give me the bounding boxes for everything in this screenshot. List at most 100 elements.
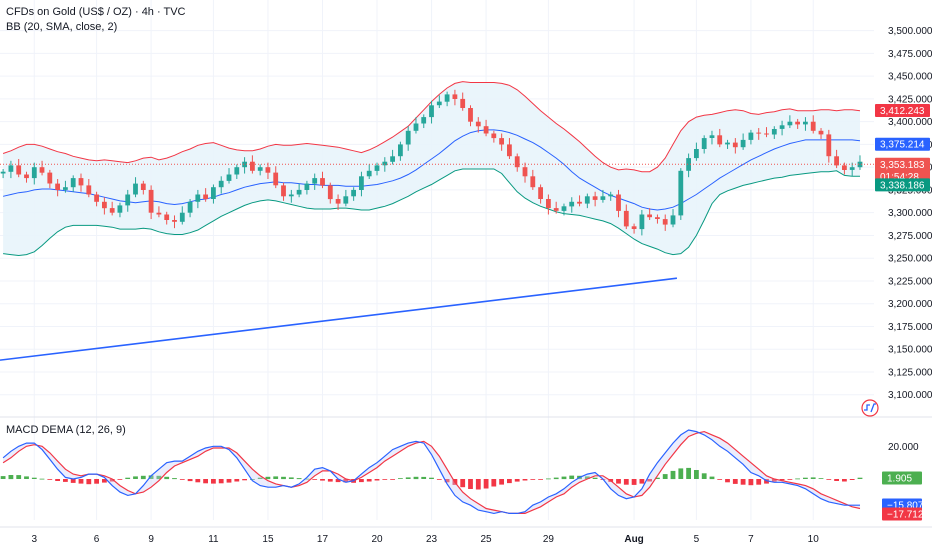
macd-histogram-bar — [662, 474, 668, 479]
macd-histogram-bar — [172, 478, 177, 480]
candle-body — [86, 185, 92, 195]
macd-histogram-bar — [725, 479, 730, 483]
macd-legend: MACD DEMA (12, 26, 9) — [6, 424, 126, 436]
candle-body — [561, 206, 567, 211]
macd-histogram-bar — [140, 475, 146, 480]
candle-body — [140, 183, 146, 190]
candle-body — [623, 210, 629, 227]
candle-body — [546, 199, 551, 209]
macd-histogram-bar — [39, 478, 45, 480]
candle-body — [63, 187, 68, 190]
candle-body — [584, 196, 590, 204]
macd-histogram-bar — [250, 479, 255, 480]
candle-body — [421, 117, 427, 124]
candle-body — [320, 178, 325, 186]
macd-histogram-bar — [756, 479, 762, 485]
macd-histogram-bar — [390, 479, 395, 480]
candle-body — [413, 123, 419, 131]
candle-body — [390, 156, 395, 162]
candle-body — [234, 167, 240, 175]
time-axis-tick: 9 — [148, 534, 154, 545]
macd-histogram-bar — [468, 479, 473, 489]
macd-histogram-bar — [148, 475, 154, 479]
macd-histogram-bar — [117, 479, 123, 480]
macd-histogram-bar — [709, 476, 715, 480]
tradingview-logo-icon — [861, 399, 879, 417]
candle-body — [226, 174, 232, 181]
candle-body — [842, 165, 847, 170]
candle-body — [670, 215, 676, 225]
macd-histogram-bar — [849, 479, 855, 480]
candle-body — [764, 133, 769, 135]
candle-body — [717, 135, 723, 145]
macd-histogram-bar — [538, 479, 543, 480]
time-axis-tick: 6 — [94, 534, 100, 545]
macd-value-text: −15.807 — [887, 501, 924, 512]
macd-histogram-bar — [109, 479, 115, 482]
macd-histogram-bar — [78, 479, 84, 484]
macd-histogram-bar — [31, 477, 37, 479]
bb-fill — [3, 81, 861, 256]
candle-body — [452, 94, 458, 99]
main-legend: CFDs on Gold (US$ / OZ) · 4h · TVC BB (2… — [6, 5, 186, 35]
candle-body — [187, 201, 193, 213]
candle-body — [288, 194, 294, 197]
candle-body — [803, 121, 808, 125]
logo-circle — [861, 399, 879, 417]
macd-histogram-bar — [320, 479, 325, 481]
macd-histogram-bar — [359, 479, 364, 483]
price-axis-tick: 3,175.000 — [888, 322, 932, 333]
macd-histogram-bar — [374, 479, 380, 481]
candle-body — [257, 167, 263, 171]
candle-body — [94, 194, 99, 202]
macd-histogram-bar — [436, 479, 442, 480]
time-axis-tick: 15 — [262, 534, 274, 545]
candle-body — [117, 205, 123, 213]
macd-histogram-bar — [343, 479, 349, 483]
macd-histogram-bar — [701, 473, 707, 479]
candle-body — [647, 214, 652, 218]
candle-body — [756, 132, 762, 134]
candle-body — [125, 194, 131, 206]
macd-histogram-bar — [834, 479, 839, 481]
candle-body — [577, 201, 582, 204]
macd-histogram-bar — [631, 479, 637, 485]
macd-histogram-bar — [771, 479, 777, 482]
macd-histogram-bar — [522, 479, 528, 481]
macd-histogram-bar — [288, 477, 294, 479]
macd-histogram-bar — [8, 475, 14, 480]
macd-histogram-bar — [592, 477, 598, 479]
candle-body — [444, 94, 450, 102]
price-axis-tick: 3,225.000 — [888, 276, 932, 287]
macd-histogram-bar — [732, 479, 738, 484]
price-label-text: 3,353.183 — [880, 160, 925, 171]
candle-body — [787, 121, 793, 126]
macd-histogram-bar — [164, 476, 170, 480]
macd-histogram-bar — [405, 477, 411, 479]
candle-body — [366, 170, 372, 177]
macd-histogram-bar — [203, 479, 208, 484]
macd-histogram-bar — [366, 479, 372, 482]
bb-lower-line — [3, 168, 860, 257]
macd-histogram-bar — [647, 479, 652, 482]
candle-body — [507, 144, 512, 157]
candle-body — [70, 178, 76, 188]
candle-body — [569, 201, 575, 207]
candle-body — [273, 172, 279, 186]
candle-body — [499, 138, 504, 145]
candle-body — [662, 219, 668, 225]
macd-histogram-bar — [678, 468, 684, 479]
macd-histogram-bar — [546, 478, 551, 480]
candle-body — [538, 187, 543, 199]
candle-body — [31, 167, 37, 179]
candle-body — [748, 132, 754, 140]
candle-body — [0, 171, 6, 174]
candle-body — [312, 178, 318, 184]
candle-body — [826, 134, 832, 157]
macd-histogram-bar — [810, 477, 816, 479]
macd-histogram-bar — [382, 479, 388, 480]
candle-body — [164, 214, 170, 220]
macd-histogram-bar — [826, 479, 832, 480]
